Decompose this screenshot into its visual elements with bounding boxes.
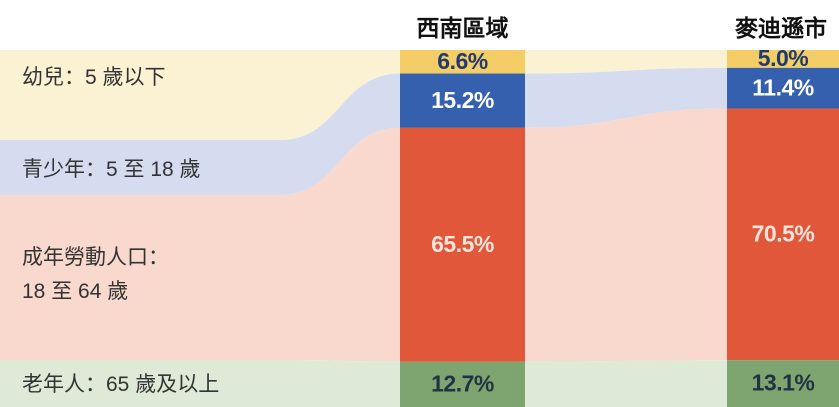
- value-label: 65.5%: [431, 231, 494, 257]
- value-label: 13.1%: [752, 370, 815, 396]
- legend-label: 幼兒：5 歲以下: [22, 66, 166, 89]
- value-label: 5.0%: [758, 45, 808, 71]
- value-label: 6.6%: [437, 48, 487, 74]
- value-label: 15.2%: [431, 87, 494, 113]
- value-label: 70.5%: [752, 220, 815, 246]
- bar-segment: [400, 50, 525, 74]
- bar-segment: [727, 67, 839, 109]
- bar-segment: [400, 73, 525, 128]
- value-label: 11.4%: [752, 74, 813, 100]
- bar-segment: [727, 108, 839, 361]
- bar-segment: [727, 50, 839, 68]
- flow-band: [0, 67, 727, 195]
- legend-label: 老年人：65 歲及以上: [22, 373, 220, 396]
- flow-band: [0, 50, 727, 140]
- legend-label: 青少年：5 至 18 歲: [22, 158, 201, 181]
- bar-segment: [400, 127, 525, 362]
- legend-label: 成年勞動人口： 18 至 64 歲: [22, 246, 169, 303]
- bar-segment: [400, 361, 525, 407]
- column-header: 麥迪遜市: [734, 15, 827, 41]
- column-header: 西南區域: [417, 15, 509, 41]
- flow-band: [0, 360, 727, 407]
- bar-segment: [727, 360, 839, 407]
- value-label: 12.7%: [431, 370, 494, 396]
- flow-band: [0, 108, 727, 362]
